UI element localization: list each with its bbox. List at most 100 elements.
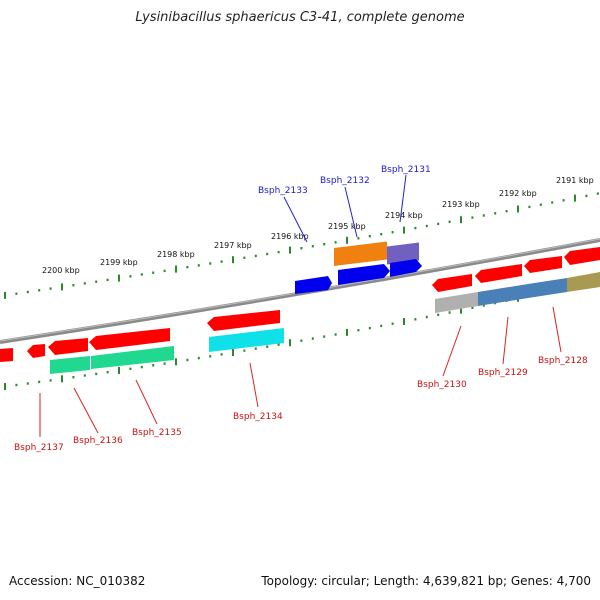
lower-minor-tick	[448, 311, 451, 314]
lower-major-tick	[118, 367, 120, 374]
reverse-label-lines	[39, 306, 562, 437]
feature-orange-block[interactable]	[334, 241, 387, 266]
label-bsph-2129[interactable]: Bsph_2129	[478, 368, 528, 378]
feature-purple-block[interactable]	[387, 242, 419, 265]
feature-teal-block-1[interactable]	[50, 356, 90, 374]
upper-minor-tick	[437, 222, 440, 226]
scale-label-2196: 2196 kbp	[271, 232, 309, 241]
upper-minor-tick	[562, 199, 565, 202]
leader-bsph-2130	[442, 325, 462, 377]
upper-minor-tick	[266, 252, 269, 256]
label-bsph-2133[interactable]: Bsph_2133	[258, 186, 308, 196]
reverse-features-left	[0, 310, 284, 374]
upper-minor-tick	[368, 235, 371, 238]
accession-text: Accession: NC_010382	[9, 574, 146, 588]
gene-bsph-2132[interactable]	[338, 264, 390, 285]
lower-minor-tick	[437, 313, 440, 316]
scale-label-2191: 2191 kbp	[556, 176, 594, 185]
upper-minor-tick	[49, 287, 52, 290]
lower-minor-tick	[15, 383, 18, 387]
cds-bsph-2136[interactable]	[48, 338, 88, 355]
lower-minor-tick	[163, 362, 166, 365]
cds-bsph-2135[interactable]	[89, 328, 170, 350]
cds-bsph-2134[interactable]	[207, 310, 280, 331]
feature-grey-block[interactable]	[435, 292, 478, 313]
lower-minor-tick	[323, 335, 326, 338]
scale-label-2199: 2199 kbp	[100, 258, 138, 267]
lower-minor-tick	[425, 315, 428, 319]
upper-minor-tick	[243, 256, 246, 259]
upper-minor-tick	[186, 266, 189, 269]
upper-minor-tick	[448, 220, 451, 223]
upper-major-tick	[346, 236, 348, 244]
upper-minor-tick	[391, 231, 394, 234]
lower-minor-tick	[300, 339, 303, 342]
lower-minor-tick	[72, 376, 75, 379]
cds-bsph-2127[interactable]	[564, 247, 600, 265]
lower-major-tick	[4, 383, 6, 390]
lower-minor-tick	[471, 306, 474, 309]
leader-bsph-2135	[135, 379, 158, 425]
feature-steelblue-block-2[interactable]	[528, 278, 567, 298]
cds-bsph-2129[interactable]	[475, 264, 522, 283]
upper-minor-tick	[505, 210, 508, 213]
lower-minor-tick	[95, 372, 98, 376]
feature-olive-block[interactable]	[567, 272, 600, 292]
cds-bsph-2128[interactable]	[524, 256, 562, 273]
feature-cyan-block[interactable]	[209, 328, 284, 352]
lower-minor-tick	[334, 333, 337, 336]
label-bsph-2132[interactable]: Bsph_2132	[320, 176, 370, 186]
label-bsph-2135[interactable]: Bsph_2135	[132, 428, 182, 438]
label-bsph-2130[interactable]: Bsph_2130	[417, 380, 467, 390]
upper-major-tick	[61, 283, 63, 291]
upper-minor-tick	[152, 271, 155, 274]
lower-minor-tick	[186, 358, 189, 362]
label-bsph-2137[interactable]: Bsph_2137	[14, 443, 64, 453]
scale-label-2200: 2200 kbp	[42, 266, 80, 275]
upper-minor-tick	[596, 192, 599, 195]
forward-labels: Bsph_2133 Bsph_2132 Bsph_2131	[258, 165, 431, 196]
lower-minor-tick	[220, 353, 223, 356]
lower-minor-tick	[391, 322, 394, 325]
lower-minor-tick	[129, 367, 132, 370]
lower-minor-tick	[357, 329, 360, 332]
scale-label-2195: 2195 kbp	[328, 222, 366, 231]
lower-minor-tick	[26, 382, 29, 385]
gene-bsph-2133[interactable]	[295, 276, 332, 294]
upper-minor-tick	[539, 203, 542, 206]
leader-bsph-2133	[283, 196, 308, 243]
lower-major-tick	[460, 306, 462, 314]
gene-bsph-2131[interactable]	[390, 259, 422, 277]
upper-major-tick	[175, 265, 177, 273]
leader-bsph-2132	[344, 186, 358, 238]
lower-minor-tick	[380, 324, 383, 328]
genome-backbone	[0, 238, 600, 344]
lower-major-tick	[346, 328, 348, 336]
upper-minor-tick	[551, 201, 554, 204]
upper-minor-tick	[197, 264, 200, 267]
label-bsph-2128[interactable]: Bsph_2128	[538, 356, 588, 366]
label-bsph-2131[interactable]: Bsph_2131	[381, 165, 431, 175]
feature-teal-block-2[interactable]	[91, 346, 174, 369]
label-bsph-2136[interactable]: Bsph_2136	[73, 436, 123, 446]
forward-label-lines	[283, 174, 407, 243]
scale-label-2194: 2194 kbp	[385, 211, 423, 220]
lower-minor-tick	[209, 355, 212, 358]
label-bsph-2134[interactable]: Bsph_2134	[233, 412, 283, 422]
lower-minor-tick	[277, 343, 280, 346]
upper-minor-tick	[414, 226, 417, 230]
upper-major-tick	[574, 194, 576, 202]
upper-minor-tick	[528, 205, 531, 209]
reverse-features-right	[432, 247, 600, 313]
upper-minor-tick	[140, 273, 143, 276]
upper-minor-tick	[334, 241, 337, 244]
upper-minor-tick	[585, 194, 588, 198]
upper-minor-tick	[38, 289, 41, 292]
cds-bsph-2137-b[interactable]	[27, 344, 45, 358]
feature-steelblue-block-1[interactable]	[478, 284, 528, 306]
lower-major-tick	[403, 318, 405, 325]
cds-bsph-2130[interactable]	[432, 274, 472, 292]
lower-minor-tick	[49, 379, 52, 382]
lower-minor-tick	[311, 337, 314, 340]
cds-bsph-2137-a[interactable]	[0, 348, 13, 362]
